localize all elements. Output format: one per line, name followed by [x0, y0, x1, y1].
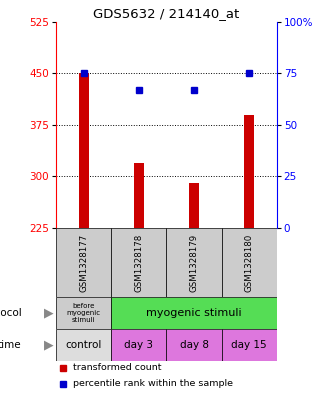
Title: GDS5632 / 214140_at: GDS5632 / 214140_at — [93, 7, 240, 20]
Bar — [111, 329, 166, 361]
Text: ▶: ▶ — [44, 339, 54, 352]
Text: GSM1328178: GSM1328178 — [134, 233, 143, 292]
Text: percentile rank within the sample: percentile rank within the sample — [73, 379, 233, 388]
Bar — [222, 228, 277, 297]
Text: GSM1328177: GSM1328177 — [79, 233, 88, 292]
Text: day 15: day 15 — [231, 340, 267, 350]
Text: day 8: day 8 — [180, 340, 209, 350]
Bar — [111, 297, 277, 329]
Bar — [189, 184, 199, 228]
Bar — [111, 228, 166, 297]
Text: transformed count: transformed count — [73, 363, 161, 372]
Bar — [56, 228, 111, 297]
Bar — [134, 163, 144, 228]
Text: control: control — [65, 340, 102, 350]
Text: time: time — [0, 340, 22, 350]
Bar — [222, 329, 277, 361]
Bar — [79, 73, 89, 228]
Bar — [166, 228, 222, 297]
Text: before
myogenic
stimuli: before myogenic stimuli — [67, 303, 101, 323]
Text: ▶: ▶ — [44, 307, 54, 320]
Text: GSM1328180: GSM1328180 — [245, 233, 254, 292]
Text: myogenic stimuli: myogenic stimuli — [146, 308, 242, 318]
Text: protocol: protocol — [0, 308, 22, 318]
Text: GSM1328179: GSM1328179 — [189, 233, 198, 292]
Bar — [166, 329, 222, 361]
Text: day 3: day 3 — [124, 340, 153, 350]
Bar — [244, 114, 254, 228]
Bar — [56, 329, 111, 361]
Bar — [56, 297, 111, 329]
